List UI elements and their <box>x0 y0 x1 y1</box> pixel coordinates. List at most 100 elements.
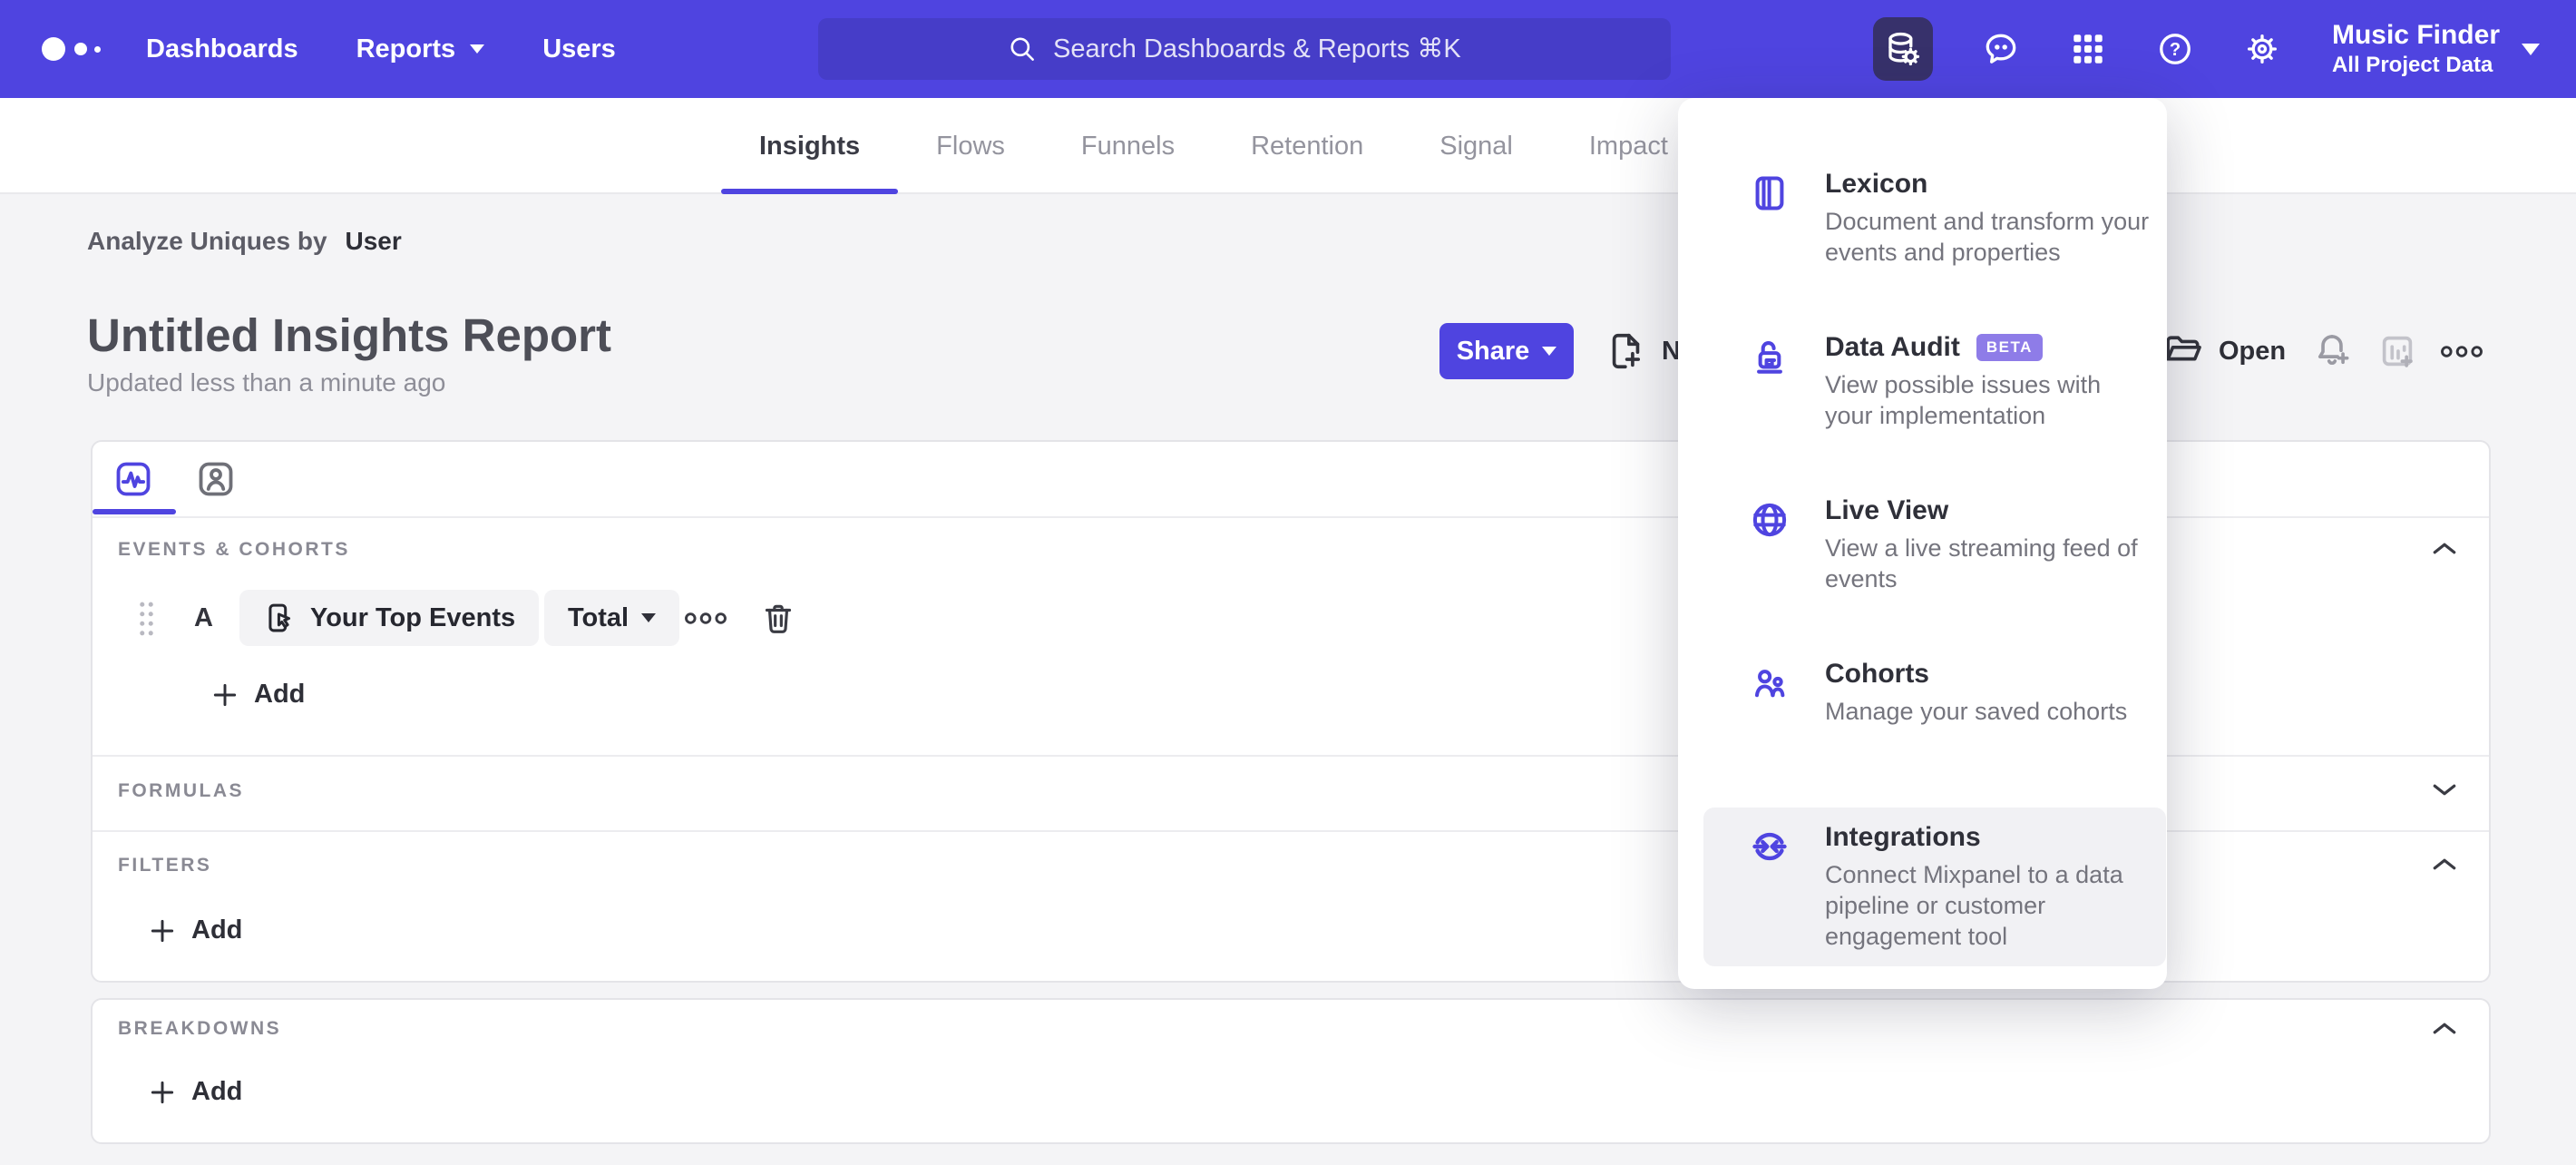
chevron-down-icon <box>2522 43 2540 55</box>
tab-label: Retention <box>1251 131 1364 161</box>
data-management-button[interactable] <box>1872 17 1933 81</box>
tab-impact[interactable]: Impact <box>1551 98 1706 194</box>
ellipsis-icon <box>2441 345 2483 357</box>
grid-icon <box>2073 34 2103 64</box>
menu-item-cohorts[interactable]: Cohorts Manage your saved cohorts <box>1703 644 2166 795</box>
breakdowns-card: BREAKDOWNS Add <box>91 998 2491 1144</box>
collapse-filters-chevron-up-icon[interactable] <box>2433 857 2456 876</box>
nav-users-label: Users <box>542 34 616 64</box>
metric-selector-label: Total <box>568 602 629 632</box>
chevron-down-icon <box>470 44 485 54</box>
add-label: Add <box>191 1077 243 1106</box>
analyze-by-value[interactable]: User <box>345 227 402 255</box>
metric-selector-button[interactable]: Total <box>544 590 680 646</box>
project-scope: All Project Data <box>2331 53 2493 77</box>
menu-item-description: View a live streaming feed of events <box>1825 534 2138 592</box>
add-alert-button[interactable] <box>2311 323 2353 379</box>
top-navbar: Dashboards Reports Users <box>0 0 2576 98</box>
share-label: Share <box>1456 336 1530 366</box>
tab-retention[interactable]: Retention <box>1213 98 1401 194</box>
tab-signal[interactable]: Signal <box>1401 98 1551 194</box>
nav-reports-label: Reports <box>356 34 456 64</box>
ellipsis-icon <box>685 612 727 624</box>
global-search[interactable] <box>818 18 1671 80</box>
new-document-icon <box>1612 333 1641 369</box>
add-label: Add <box>254 680 306 709</box>
integrations-sync-icon <box>1749 826 1791 872</box>
breakdowns-section-label: BREAKDOWNS <box>118 1018 282 1039</box>
help-button[interactable]: ? <box>2156 30 2194 68</box>
menu-item-title: Cohorts <box>1825 659 1929 689</box>
svg-text:?: ? <box>2170 40 2181 60</box>
profile-icon <box>199 462 233 496</box>
cohorts-people-icon <box>1749 662 1791 709</box>
tab-label: Funnels <box>1080 131 1176 161</box>
menu-item-lexicon[interactable]: Lexicon Document and transform your even… <box>1703 154 2166 305</box>
menu-item-live-view[interactable]: Live View View a live streaming feed of … <box>1703 481 2166 631</box>
gear-icon <box>2247 34 2277 64</box>
collapse-breakdowns-chevron-up-icon[interactable] <box>2433 1022 2456 1040</box>
add-to-board-button[interactable] <box>2376 323 2418 379</box>
feedback-button[interactable] <box>1982 30 2020 68</box>
data-audit-lock-icon <box>1749 336 1791 382</box>
project-selector[interactable]: Music Finder All Project Data <box>2332 19 2540 79</box>
apps-grid-button[interactable] <box>2069 30 2107 68</box>
nav-users[interactable]: Users <box>542 34 616 64</box>
expand-formulas-chevron-down-icon[interactable] <box>2433 783 2456 801</box>
tab-funnels[interactable]: Funnels <box>1043 98 1213 194</box>
menu-item-title: Live View <box>1825 495 1949 525</box>
open-folder-icon <box>2166 336 2201 361</box>
tab-insights[interactable]: Insights <box>721 98 899 194</box>
delete-event-button[interactable] <box>760 601 796 641</box>
active-tab-underline <box>93 509 176 514</box>
tab-flows[interactable]: Flows <box>898 98 1043 194</box>
menu-item-description: Document and transform your events and p… <box>1825 208 2150 266</box>
add-filter-button[interactable]: Add <box>148 915 242 945</box>
more-actions-button[interactable] <box>2440 323 2483 379</box>
divider <box>93 516 2489 518</box>
event-icon <box>268 603 291 632</box>
share-button[interactable]: Share <box>1439 323 1574 379</box>
logo-dot <box>42 37 65 61</box>
filters-section-label: FILTERS <box>118 855 212 876</box>
mixpanel-logo-icon[interactable] <box>42 37 101 61</box>
add-event-button[interactable]: Add <box>210 680 305 710</box>
nav-dashboards[interactable]: Dashboards <box>146 34 298 64</box>
updated-timestamp: Updated less than a minute ago <box>87 368 446 396</box>
tab-label: Insights <box>759 131 861 161</box>
tab-events-metrics[interactable] <box>112 457 155 501</box>
search-input[interactable] <box>1051 33 1481 65</box>
menu-item-title: Lexicon <box>1825 169 1928 199</box>
analyze-by-label: Analyze Uniques by <box>87 227 327 255</box>
menu-item-integrations[interactable]: Integrations Connect Mixpanel to a data … <box>1703 808 2166 966</box>
plus-icon <box>151 919 174 942</box>
collapse-events-chevron-up-icon[interactable] <box>2433 542 2456 560</box>
open-report-button[interactable]: Open <box>2162 323 2286 379</box>
beta-badge: BETA <box>1976 334 2043 361</box>
menu-item-description: View possible issues with your implement… <box>1825 371 2102 429</box>
tab-user-profiles[interactable] <box>194 457 238 501</box>
event-selector-label: Your Top Events <box>310 602 516 632</box>
board-plus-icon <box>2382 336 2413 367</box>
logo-dot <box>94 45 101 53</box>
event-row-more-button[interactable] <box>684 612 727 630</box>
menu-item-title: Data Audit <box>1825 332 1960 362</box>
drag-handle[interactable] <box>138 601 155 641</box>
divider <box>93 755 2489 757</box>
lexicon-book-icon <box>1749 172 1791 219</box>
menu-item-description: Manage your saved cohorts <box>1825 698 2128 725</box>
menu-item-data-audit[interactable]: Data Audit BETA View possible issues wit… <box>1703 318 2166 468</box>
event-selector-button[interactable]: Your Top Events <box>239 590 540 646</box>
nav-dashboards-label: Dashboards <box>146 34 298 64</box>
add-breakdown-button[interactable]: Add <box>148 1077 242 1107</box>
nav-reports[interactable]: Reports <box>356 34 485 64</box>
settings-button[interactable] <box>2243 30 2281 68</box>
data-management-menu: Lexicon Document and transform your even… <box>1678 98 2167 989</box>
event-row-a: A Your Top Events Total <box>93 590 2489 646</box>
tab-label: Signal <box>1439 131 1513 161</box>
menu-item-title: Integrations <box>1825 822 1981 852</box>
page-title[interactable]: Untitled Insights Report <box>87 309 611 362</box>
project-name: Music Finder <box>2331 20 2500 50</box>
bell-plus-icon <box>2317 335 2349 366</box>
